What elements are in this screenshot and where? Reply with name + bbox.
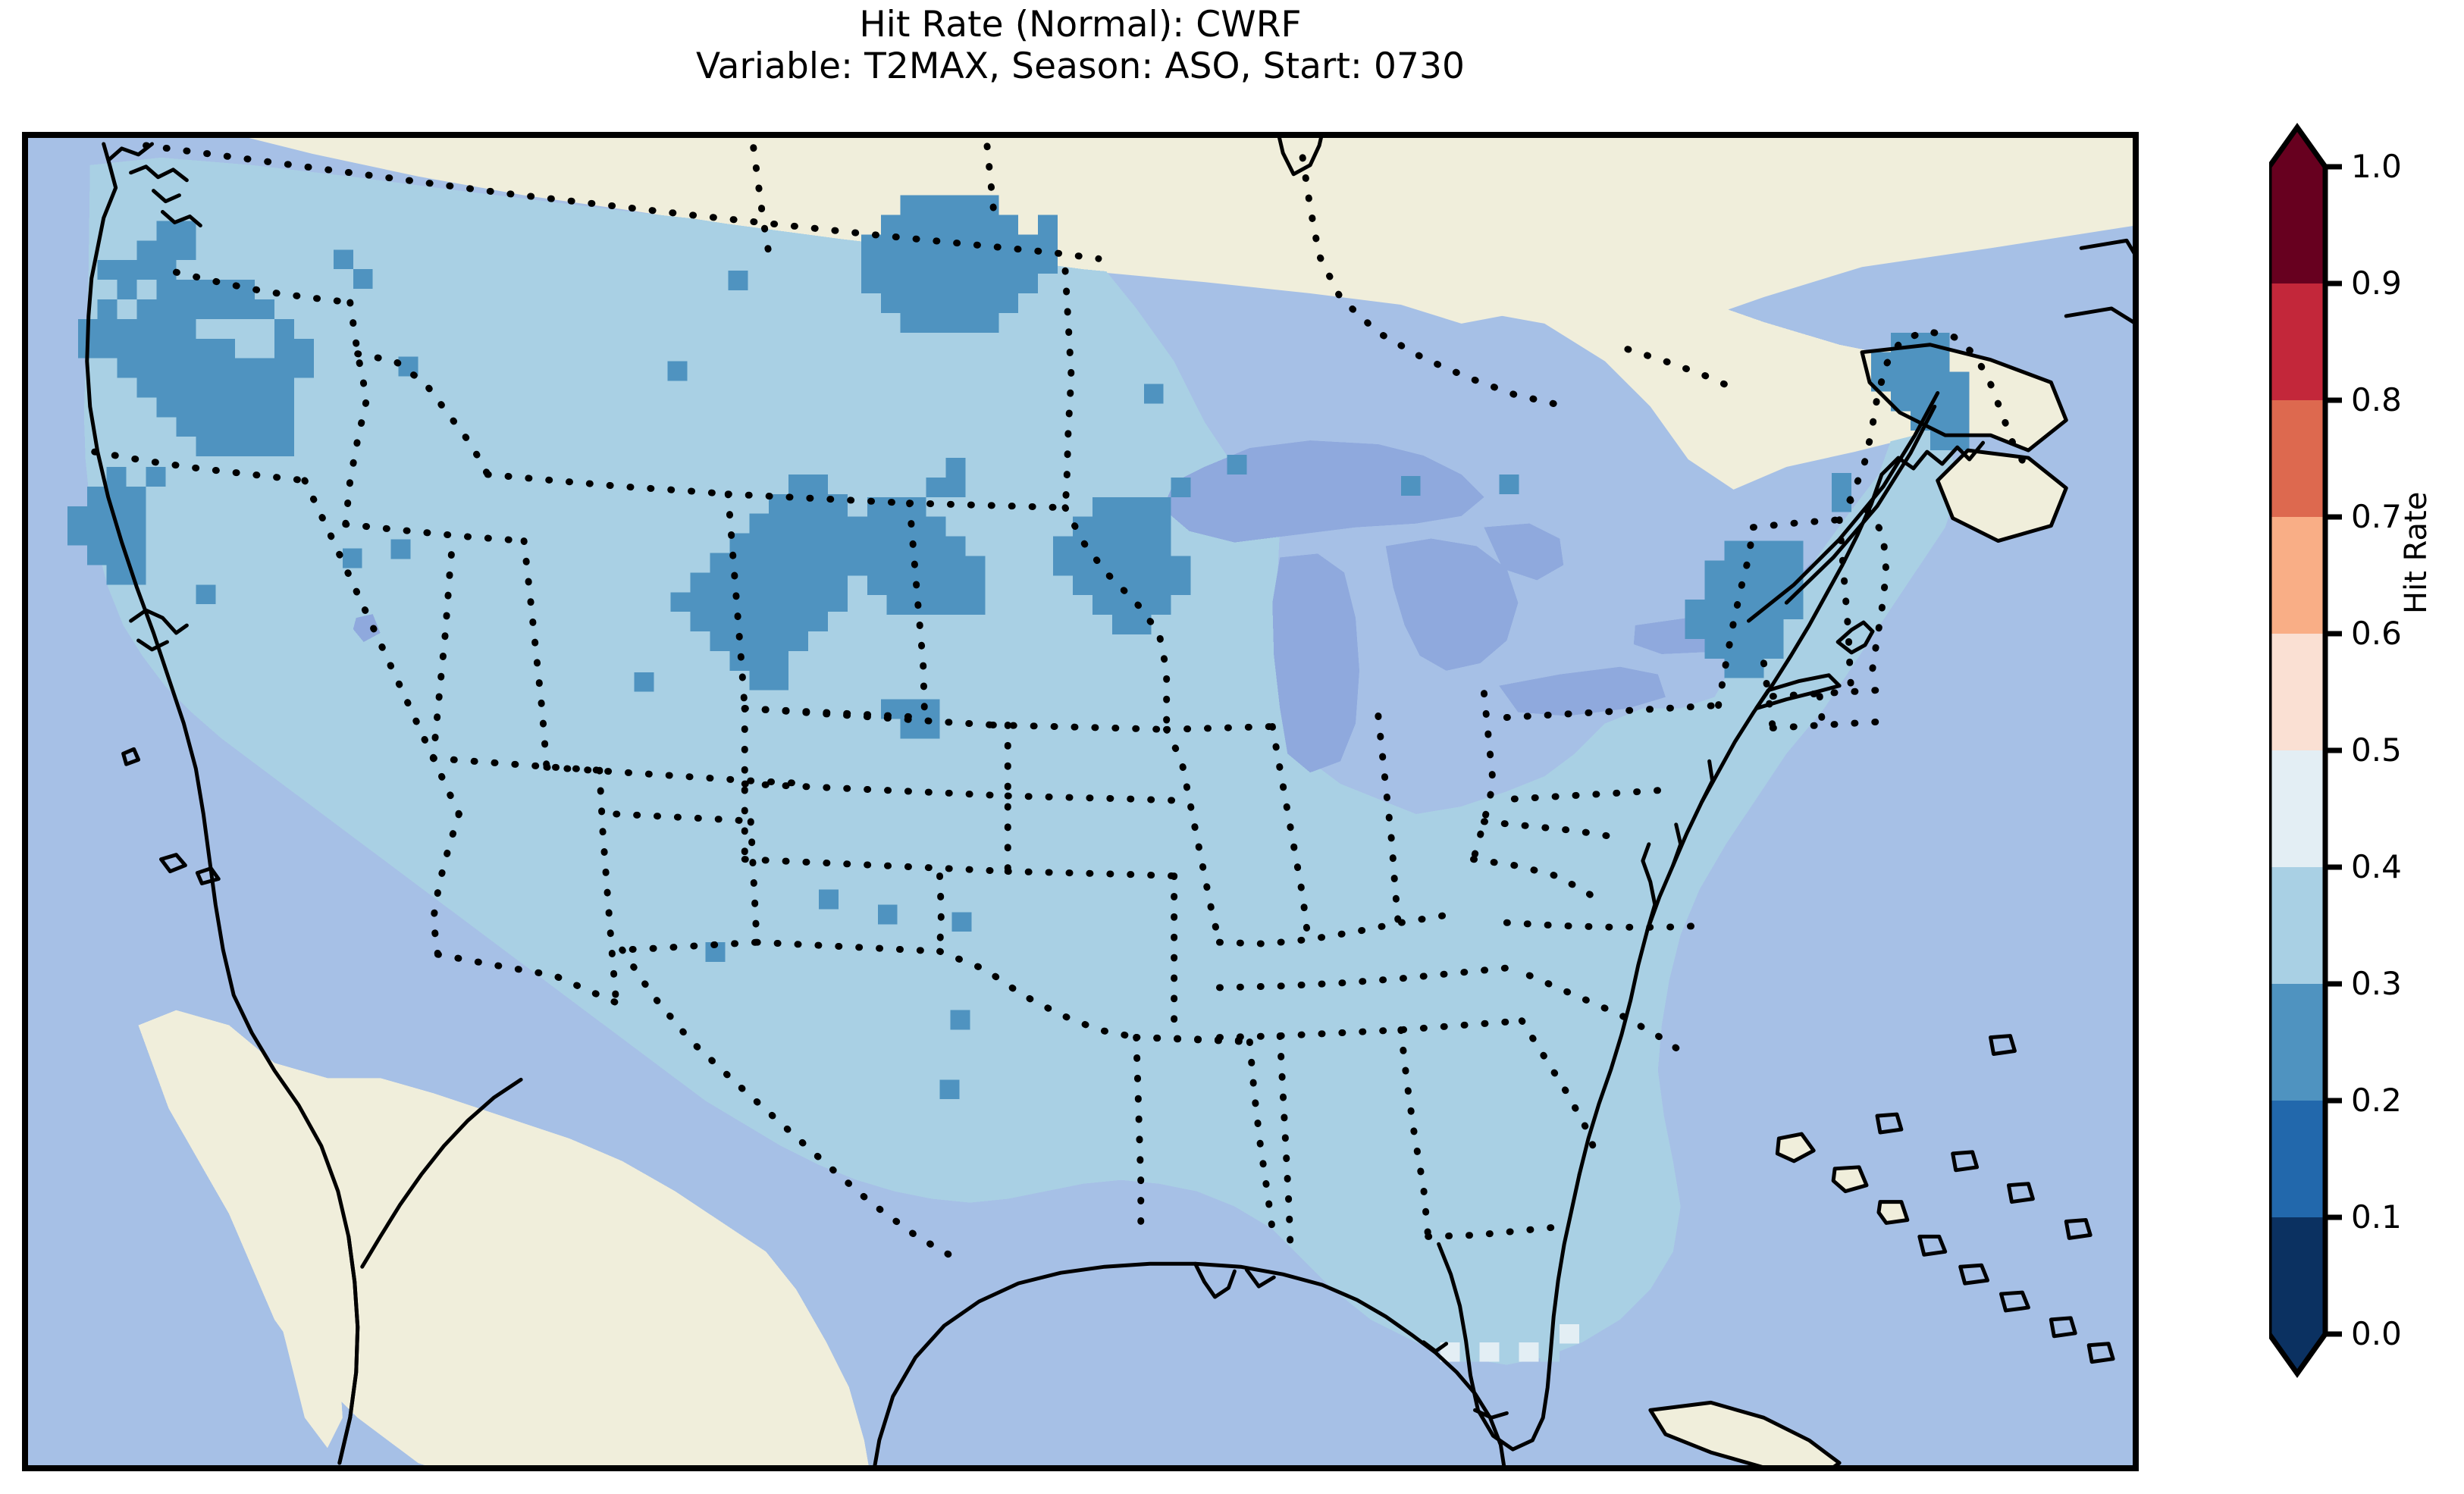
state-borders-layer (91, 135, 2030, 1266)
colorbar-tick-label: 0.1 (2351, 1198, 2402, 1236)
colorbar-tick-label: 0.0 (2351, 1315, 2402, 1352)
coastline-layer (85, 135, 2136, 1468)
map-axes (22, 132, 2139, 1471)
colorbar-tick-label: 0.9 (2351, 265, 2402, 302)
colorbar-band (2269, 984, 2325, 1101)
colorbar-tick-label: 0.3 (2351, 965, 2402, 1002)
colorbar-tick-label: 0.5 (2351, 731, 2402, 769)
colorbar-band (2269, 167, 2325, 284)
title-line-1: Hit Rate (Normal): CWRF (859, 4, 1302, 45)
hit-rate-data-layer (67, 135, 2136, 1468)
chart-title: Hit Rate (Normal): CWRF Variable: T2MAX,… (0, 4, 2161, 87)
colorbar-tick-label: 0.7 (2351, 498, 2402, 535)
colorbar-tick-label: 0.4 (2351, 848, 2402, 885)
colorbar-band (2269, 750, 2325, 868)
colorbar-band (2269, 1217, 2325, 1335)
colorbar-extend-max (2269, 127, 2325, 167)
colorbar-band (2269, 283, 2325, 401)
map-canvas (25, 135, 2136, 1468)
colorbar-tick-label: 0.2 (2351, 1082, 2402, 1119)
colorbar-tick-label: 0.8 (2351, 381, 2402, 418)
title-line-2: Variable: T2MAX, Season: ASO, Start: 073… (696, 45, 1465, 87)
colorbar-extend-min (2269, 1334, 2325, 1373)
colorbar-ticks (2325, 164, 2342, 1337)
colorbar-band (2269, 1101, 2325, 1218)
colorbar-tick-label: 1.0 (2351, 148, 2402, 185)
colorbar-band (2269, 400, 2325, 518)
colorbar-axis-label: Hit Rate (2399, 491, 2434, 614)
colorbar-svg (2269, 122, 2342, 1379)
colorbar: 1.0 0.9 0.8 0.7 0.6 0.5 0.4 0.3 0.2 0.1 0.0 Hit Ra… (2269, 114, 2459, 1448)
colorbar-band (2269, 517, 2325, 634)
colorbar-tick-label: 0.6 (2351, 615, 2402, 652)
colorbar-band (2269, 634, 2325, 751)
colorbar-band (2269, 867, 2325, 985)
